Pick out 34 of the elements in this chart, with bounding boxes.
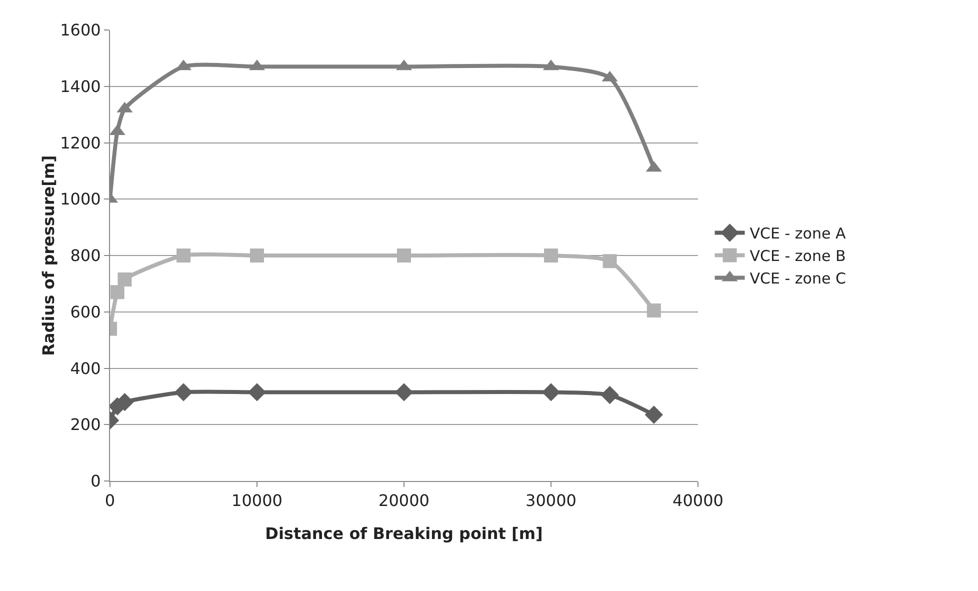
point xyxy=(176,248,190,262)
point xyxy=(248,383,266,402)
y-tick-label: 200 xyxy=(70,415,101,434)
point xyxy=(600,386,619,404)
point xyxy=(250,248,264,262)
point xyxy=(646,303,661,318)
point xyxy=(602,254,617,268)
y-tick-label: 1400 xyxy=(60,76,101,96)
x-tick-label: 30000 xyxy=(526,491,576,510)
point xyxy=(110,285,124,300)
point xyxy=(394,383,414,402)
legend-label: VCE - zone A xyxy=(750,224,846,243)
point xyxy=(118,272,132,286)
y-tick-label: 1200 xyxy=(60,133,101,152)
point xyxy=(174,383,193,402)
point xyxy=(397,248,411,262)
x-tick-label: 20000 xyxy=(378,491,430,510)
point xyxy=(542,383,560,402)
legend-label: VCE - zone C xyxy=(750,270,846,288)
x-tick-label: 0 xyxy=(104,491,116,510)
y-axis-title: Radius of pressure[m] xyxy=(39,155,58,356)
x-axis-title: Distance of Breaking point [m] xyxy=(265,524,543,543)
x-tick-label: 40000 xyxy=(672,491,724,510)
point xyxy=(110,124,126,135)
y-tick-label: 400 xyxy=(70,358,101,378)
point xyxy=(644,406,663,424)
y-tick-label: 1000 xyxy=(60,190,101,209)
y-tick-label: 1600 xyxy=(60,20,101,40)
y-tick-label: 800 xyxy=(70,246,101,266)
point xyxy=(544,248,558,262)
x-tick-label: 10000 xyxy=(232,491,282,510)
legend-label: VCE - zone B xyxy=(750,247,846,266)
y-tick-label: 600 xyxy=(70,302,101,322)
y-tick-label: 0 xyxy=(90,472,101,491)
